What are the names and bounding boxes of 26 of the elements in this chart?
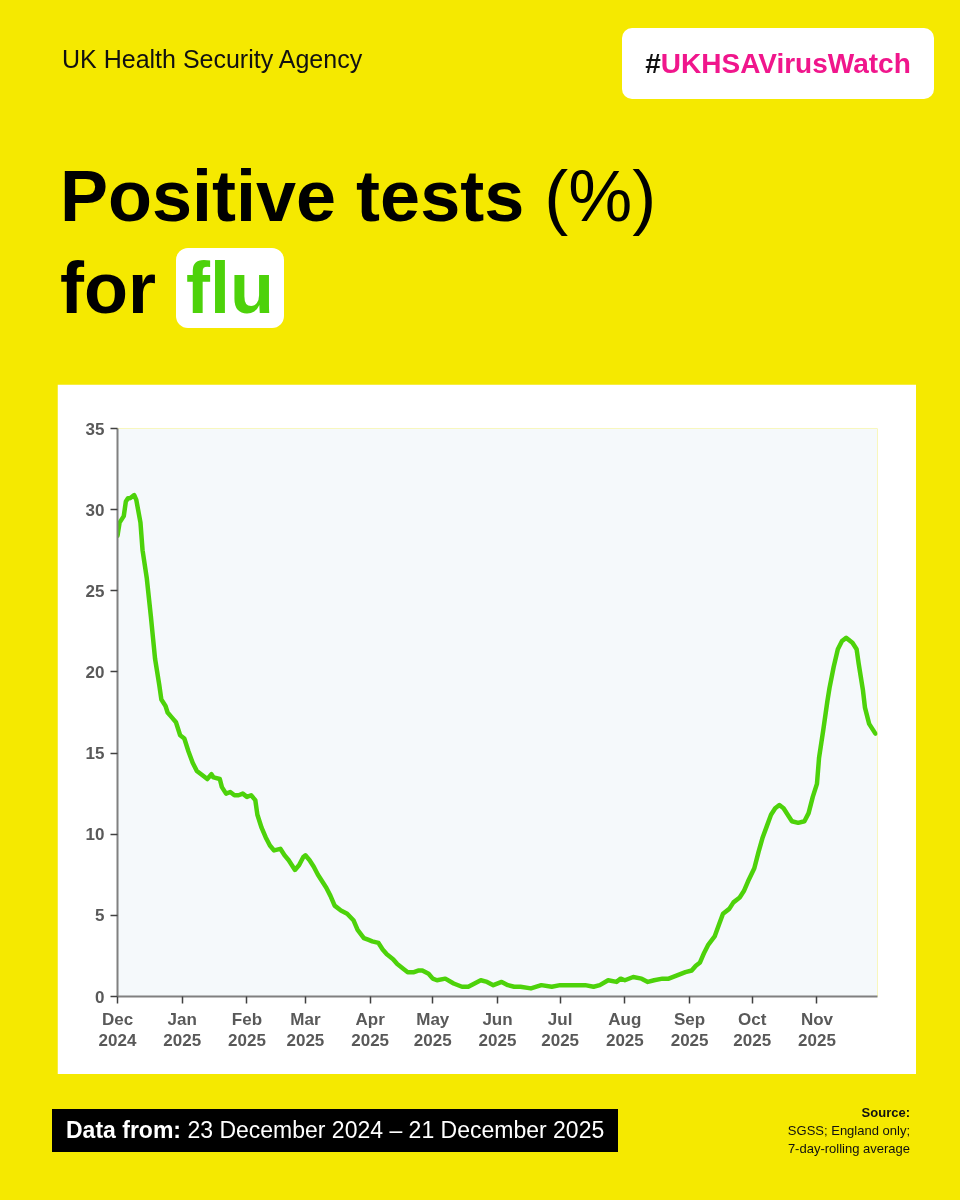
y-tick-label: 5 (95, 906, 105, 926)
x-tick-label: Aug 2025 (605, 1009, 644, 1051)
x-tick-label: Jan 2025 (163, 1009, 202, 1051)
x-tick-label: Dec 2024 (98, 1009, 137, 1051)
x-tick-label: Oct 2025 (733, 1009, 772, 1051)
y-tick-label: 35 (85, 419, 105, 439)
x-tick-label: Feb 2025 (228, 1009, 266, 1051)
y-tick-label: 15 (85, 744, 105, 764)
y-tick-label: 20 (85, 662, 105, 682)
y-tick-label: 25 (85, 581, 105, 601)
x-tick-label: Mar 2025 (286, 1009, 325, 1051)
source-note: Source: SGSS; England only; 7-day-rolling average (787, 1104, 910, 1158)
text: #UKHSAVirusWatch (645, 46, 911, 81)
chart-title: Positive tests (%) for flu (60, 156, 657, 328)
x-tick-label: May 2025 (413, 1009, 452, 1051)
y-tick-label: 10 (85, 825, 105, 845)
x-tick-label: Sep 2025 (670, 1009, 709, 1051)
text: Data from: 23 December 2024 – 21 December 2025 (52, 1109, 619, 1152)
line-series (117, 492, 878, 991)
text: UK Health Security Agency (62, 44, 363, 75)
x-tick-label: Apr 2025 (351, 1009, 390, 1051)
x-tick-label: Jul 2025 (541, 1009, 580, 1051)
x-tick-label: Jun 2025 (478, 1009, 517, 1051)
y-tick-label: 0 (95, 987, 105, 1007)
y-tick-label: 30 (85, 500, 105, 520)
x-tick-label: Nov 2025 (798, 1009, 836, 1051)
